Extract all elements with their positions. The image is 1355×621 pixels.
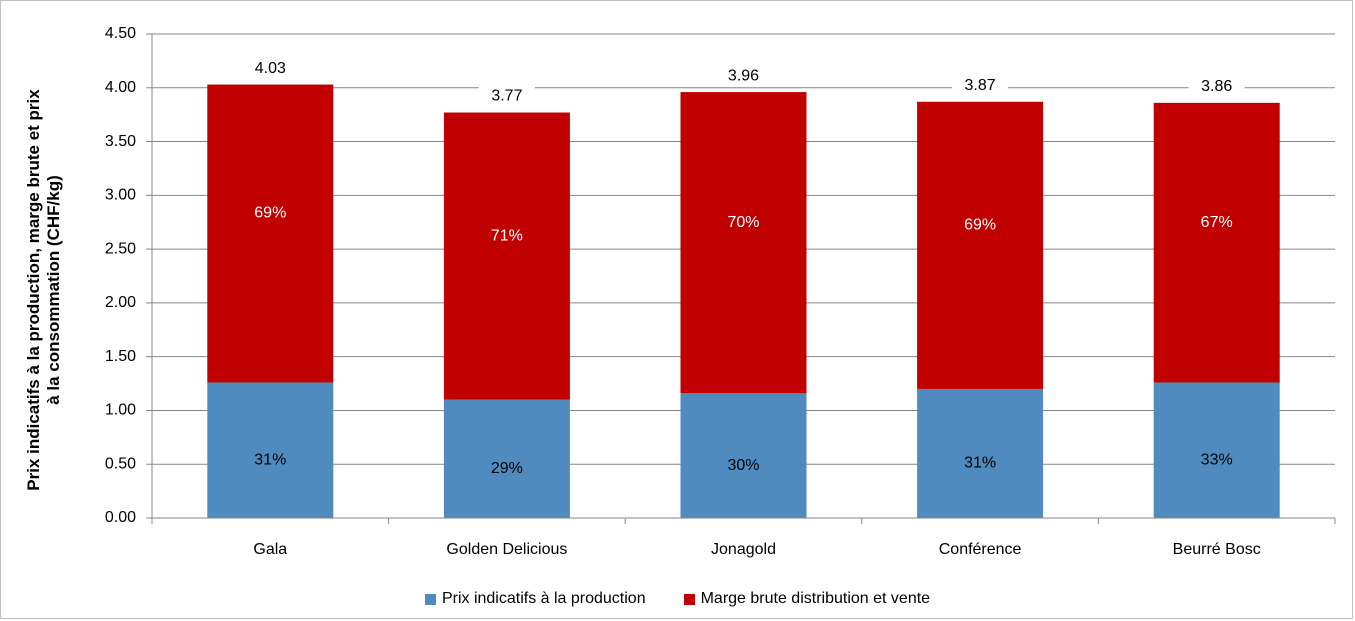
total-label: 3.87 — [965, 77, 996, 94]
y-tick-label: 4.50 — [105, 25, 136, 42]
data-label-margin: 67% — [1201, 214, 1233, 231]
total-label-bg — [952, 75, 1009, 96]
data-label-production: 31% — [254, 451, 286, 468]
data-label-margin: 69% — [964, 217, 996, 234]
bar-margin — [1153, 102, 1280, 383]
bar-margin — [917, 101, 1044, 389]
x-tick-label: Jonagold — [711, 541, 776, 558]
y-tick-label: 2.50 — [105, 240, 136, 257]
y-tick-label: 0.50 — [105, 455, 136, 472]
legend: Prix indicatifs à la production Marge br… — [0, 590, 1355, 608]
legend-label-margin: Marge brute distribution et vente — [700, 590, 931, 607]
legend-swatch-margin — [683, 593, 695, 605]
y-tick-label: 1.00 — [105, 402, 136, 419]
legend-item-production: Prix indicatifs à la production — [424, 590, 646, 608]
y-tick-label: 1.50 — [105, 348, 136, 365]
bar-margin — [207, 84, 334, 383]
y-tick-label: 3.50 — [105, 133, 136, 150]
y-axis-label: Prix indicatifs à la production, marge b… — [24, 89, 63, 491]
legend-item-margin: Marge brute distribution et vente — [683, 590, 931, 608]
data-label-margin: 71% — [491, 227, 523, 244]
total-label: 3.86 — [1201, 78, 1232, 95]
x-tick-label: Beurré Bosc — [1173, 541, 1261, 558]
x-tick-label: Gala — [253, 541, 287, 558]
data-label-production: 29% — [491, 460, 523, 477]
total-label-bg — [1188, 76, 1245, 97]
total-label-bg — [242, 58, 299, 79]
y-tick-label: 3.00 — [105, 187, 136, 204]
bar-production — [680, 393, 807, 518]
y-tick-label: 0.00 — [105, 509, 136, 526]
legend-swatch-production — [424, 593, 436, 605]
total-label: 4.03 — [255, 60, 286, 77]
data-label-production: 30% — [727, 457, 759, 474]
x-tick-label: Conférence — [939, 541, 1022, 558]
y-tick-label: 2.00 — [105, 294, 136, 311]
total-label: 3.77 — [491, 88, 522, 105]
bar-production — [1153, 382, 1280, 518]
data-label-margin: 69% — [254, 205, 286, 222]
bar-margin — [443, 112, 570, 400]
data-label-production: 33% — [1201, 451, 1233, 468]
legend-label-production: Prix indicatifs à la production — [441, 590, 646, 607]
bar-production — [917, 388, 1044, 518]
y-tick-label: 4.00 — [105, 79, 136, 96]
data-label-production: 31% — [964, 455, 996, 472]
bar-production — [443, 399, 570, 518]
total-label: 3.96 — [728, 67, 759, 84]
total-label-bg — [715, 66, 772, 87]
bar-production — [207, 382, 334, 518]
x-tick-label: Golden Delicious — [446, 541, 567, 558]
bar-margin — [680, 92, 807, 394]
data-label-margin: 70% — [727, 214, 759, 231]
total-label-bg — [478, 86, 535, 107]
